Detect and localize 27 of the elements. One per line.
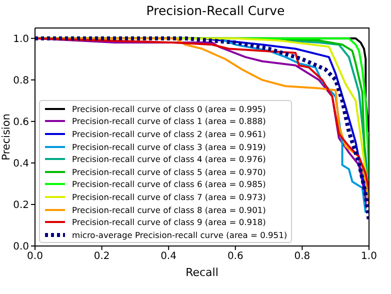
x-tick-label: 0.4 bbox=[160, 251, 177, 262]
y-tick-label: 1.0 bbox=[13, 34, 29, 45]
x-tick-label: 0.0 bbox=[27, 251, 43, 262]
y-tick-label: 0.8 bbox=[13, 75, 29, 86]
legend-label: Precision-recall curve of class 6 (area = 0.985) bbox=[72, 179, 266, 190]
chart-title: Precision-Recall Curve bbox=[145, 3, 286, 18]
legend-label: Precision-recall curve of class 2 (area = 0.961) bbox=[72, 128, 266, 139]
line-series bbox=[284, 39, 369, 196]
legend-label: Precision-recall curve of class 1 (area = 0.888) bbox=[72, 116, 266, 126]
legend-label: Precision-recall curve of class 4 (area = 0.976) bbox=[72, 154, 266, 164]
y-axis-title: Precision bbox=[0, 114, 13, 160]
legend-label: Precision-recall curve of class 0 (area = 0.995) bbox=[72, 104, 266, 114]
y-tick-label: 0.4 bbox=[13, 158, 29, 170]
legend-label: Precision-recall curve of class 5 (area = 0.970) bbox=[72, 166, 266, 177]
legend-label: Precision-recall curve of class 8 (area = 0.901) bbox=[72, 204, 266, 215]
legend-label: Precision-recall curve of class 9 (area = 0.918) bbox=[72, 217, 266, 228]
x-tick-label: 1.0 bbox=[361, 251, 377, 262]
legend-label: micro-average Precision-recall curve (area = 0.951) bbox=[72, 230, 288, 240]
y-tick-label: 0.6 bbox=[13, 116, 29, 128]
x-tick-label: 0.6 bbox=[227, 251, 244, 262]
legend-label: Precision-recall curve of class 3 (area = 0.919) bbox=[72, 142, 266, 152]
legend-label: Precision-recall curve of class 7 (area = 0.973) bbox=[72, 192, 266, 202]
y-tick-label: 0.2 bbox=[13, 200, 29, 212]
y-tick-label: 0.0 bbox=[13, 242, 29, 253]
x-tick-label: 0.2 bbox=[94, 251, 110, 262]
x-axis-title: Recall bbox=[186, 266, 218, 279]
x-tick-label: 0.8 bbox=[294, 251, 310, 262]
